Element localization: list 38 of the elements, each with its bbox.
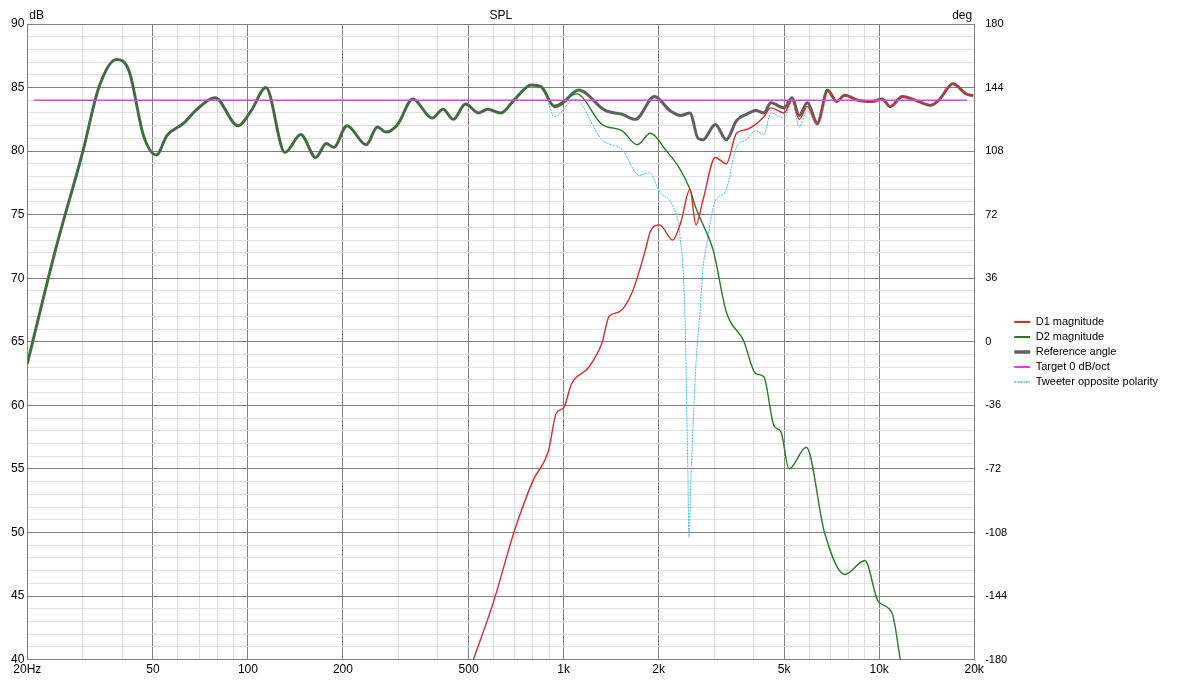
y-tick-label: 55 — [10, 461, 25, 476]
x-tick-label: 100 — [237, 662, 259, 677]
x-tick-label: 200 — [332, 662, 354, 677]
y-tick-label: 85 — [10, 79, 25, 94]
y2-tick-label: -180 — [985, 652, 1008, 665]
y2-axis-title: deg — [952, 8, 973, 23]
chart-title: SPL — [489, 8, 513, 23]
y2-tick-label: -108 — [985, 525, 1008, 538]
y2-tick-label: 108 — [985, 144, 1004, 157]
y-tick-label: 70 — [10, 270, 25, 285]
y2-tick-label: 72 — [985, 207, 998, 220]
y-tick-label: 45 — [10, 588, 25, 603]
y2-tick-label: -36 — [985, 398, 1002, 411]
y-tick-label: 60 — [10, 397, 25, 412]
y-tick-label: 65 — [10, 334, 25, 349]
y-tick-label: 80 — [10, 143, 25, 158]
y-tick-label: 90 — [10, 16, 25, 31]
x-tick-label: 500 — [458, 662, 479, 677]
x-tick-label: 2k — [652, 662, 666, 677]
y-axis-title: dB — [29, 8, 45, 23]
legend-label: D1 magnitude — [1035, 315, 1105, 328]
x-tick-label: 5k — [777, 662, 792, 677]
y-tick-label: 50 — [10, 524, 25, 539]
legend-label: Target 0 dB/oct — [1035, 360, 1110, 373]
y2-tick-label: -72 — [985, 461, 1002, 474]
x-tick-label: 20k — [964, 662, 985, 677]
y2-tick-label: 36 — [985, 271, 998, 284]
y2-tick-label: 144 — [985, 80, 1004, 93]
y-tick-label: 75 — [10, 206, 25, 221]
y2-tick-label: 180 — [985, 17, 1004, 30]
x-tick-label: 10k — [869, 662, 890, 677]
y2-tick-label: -144 — [985, 589, 1008, 602]
legend-label: D2 magnitude — [1035, 330, 1105, 343]
x-tick-label: 1k — [557, 662, 571, 677]
y2-tick-label: 0 — [985, 334, 992, 347]
legend-label: Tweeter opposite polarity — [1035, 375, 1159, 388]
x-tick-label: 50 — [146, 662, 160, 677]
legend-label: Reference angle — [1035, 345, 1117, 358]
